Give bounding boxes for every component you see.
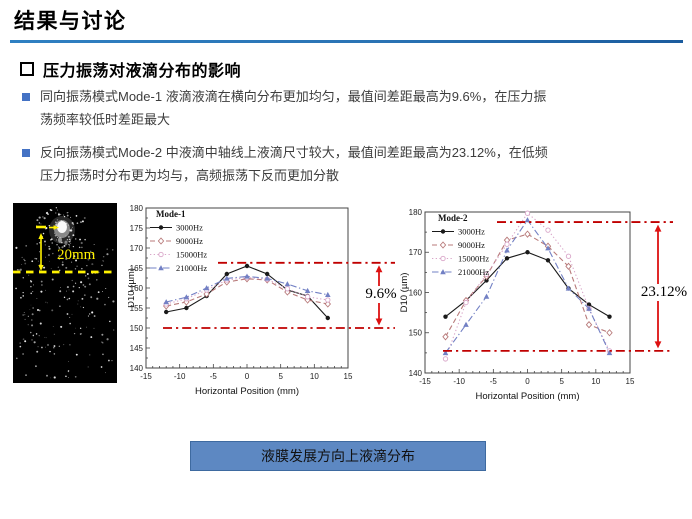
page-title: 结果与讨论 [14,10,127,33]
svg-text:-5: -5 [210,372,218,381]
axes: -15 -10 -5 0 5 10 15 140 150 160 170 180 [409,208,635,386]
svg-text:140: 140 [409,369,423,378]
section-heading: 压力振荡对液滴分布的影响 [20,57,241,81]
svg-text:175: 175 [130,224,144,233]
legend-entry: 3000Hz [176,223,203,233]
svg-text:170: 170 [409,248,423,257]
legend-entry: 15000Hz [176,250,207,260]
gap-annotation: 9.6% [163,261,397,329]
legend: Mode-1 3000Hz 9000Hz 15000Hz 21000Hz [150,209,207,273]
bullet-text-line: 压力振荡时分布更为均与，高频振荡下反而更加分散 [40,167,340,183]
svg-text:-15: -15 [419,377,431,386]
svg-text:5: 5 [559,377,564,386]
series-21000Hz [442,217,613,356]
bullet-text: 反向振荡模式Mode-2 中液滴中轴线上液滴尺寸较大，最值间差距最高为23.12… [40,142,548,187]
legend-title: Mode-1 [156,209,186,219]
bullet-square-icon [22,93,30,101]
gap-annotation: 23.12% [443,221,687,352]
legend-entry: 9000Hz [458,240,485,250]
bullet-text: 同向振荡模式Mode-1 液滴液滴在横向分布更加均匀，最值间差距最高为9.6%，… [40,86,546,131]
x-axis-label: Horizontal Position (mm) [476,391,580,402]
svg-text:140: 140 [130,364,144,373]
svg-text:180: 180 [409,208,423,217]
series-9000Hz [442,230,613,341]
svg-text:15: 15 [344,372,353,381]
series-21000Hz [163,273,331,305]
y-axis-label: D10 (µm) [400,273,410,313]
legend-entry: 9000Hz [176,236,203,246]
svg-text:-5: -5 [490,377,498,386]
y-axis-label: D10 (µm) [128,268,137,308]
svg-text:150: 150 [409,329,423,338]
legend-entry: 21000Hz [458,267,489,277]
bullet-text-line: 荡频率较低时差距最大 [40,111,171,127]
nozzle-glow [49,216,75,246]
bullet-text-line: 反向振荡模式Mode-2 中液滴中轴线上液滴尺寸较大，最值间差距最高为23.12… [40,145,548,160]
spray-image: 20mm [13,203,117,383]
section-heading-text: 压力振荡对液滴分布的影响 [43,63,242,80]
list-item: 同向振荡模式Mode-1 液滴液滴在横向分布更加均匀，最值间差距最高为9.6%，… [20,86,678,131]
svg-text:160: 160 [130,284,144,293]
legend: Mode-2 3000Hz 9000Hz 15000Hz 21000Hz [432,213,489,277]
scale-annotation: 20mm [13,225,117,274]
x-axis-label: Horizontal Position (mm) [195,386,299,397]
svg-text:170: 170 [130,244,144,253]
scale-label: 20mm [57,247,96,263]
svg-text:150: 150 [130,324,144,333]
axes: -15 -10 -5 0 5 10 15 140 145 150 155 160 165 170 175 18… [130,204,353,381]
svg-text:10: 10 [591,377,600,386]
legend-entry: 15000Hz [458,254,489,264]
svg-text:0: 0 [245,372,250,381]
svg-text:10: 10 [310,372,319,381]
title-divider [10,40,683,43]
mode-2-plot: -15 -10 -5 0 5 10 15 140 150 160 170 180 Horizontal … [400,208,687,402]
svg-text:0: 0 [525,377,530,386]
list-item: 反向振荡模式Mode-2 中液滴中轴线上液滴尺寸较大，最值间差距最高为23.12… [20,142,678,187]
legend-title: Mode-2 [438,213,468,223]
svg-text:180: 180 [130,204,144,213]
caption-text: 液膜发展方向上液滴分布 [261,448,415,464]
caption-banner: 液膜发展方向上液滴分布 [190,441,486,471]
bullet-list: 同向振荡模式Mode-1 液滴液滴在横向分布更加均匀，最值间差距最高为9.6%，… [20,86,678,198]
svg-text:160: 160 [409,288,423,297]
gap-percent-label: 9.6% [365,286,396,302]
mode-1-plot: -15 -10 -5 0 5 10 15 140 145 150 155 160 165 170 175 18… [128,204,397,397]
section-square-icon [20,62,34,76]
svg-text:-15: -15 [140,372,152,381]
spray-photo: 20mm [13,203,117,383]
svg-text:155: 155 [130,304,144,313]
svg-text:-10: -10 [174,372,186,381]
legend-entry: 3000Hz [458,227,485,237]
gap-percent-label: 23.12% [641,284,687,300]
legend-entry: 21000Hz [176,263,207,273]
bullet-text-line: 同向振荡模式Mode-1 液滴液滴在横向分布更加均匀，最值间差距最高为9.6%，… [40,89,547,104]
svg-text:145: 145 [130,344,144,353]
mode1-chart: -15 -10 -5 0 5 10 15 140 145 150 155 160 165 170 175 18… [128,195,400,408]
svg-text:165: 165 [130,264,144,273]
bullet-square-icon [22,149,30,157]
mode2-chart: -15 -10 -5 0 5 10 15 140 150 160 170 180 Horizontal … [400,195,692,408]
svg-text:15: 15 [626,377,635,386]
svg-text:5: 5 [278,372,283,381]
svg-text:-10: -10 [453,377,465,386]
